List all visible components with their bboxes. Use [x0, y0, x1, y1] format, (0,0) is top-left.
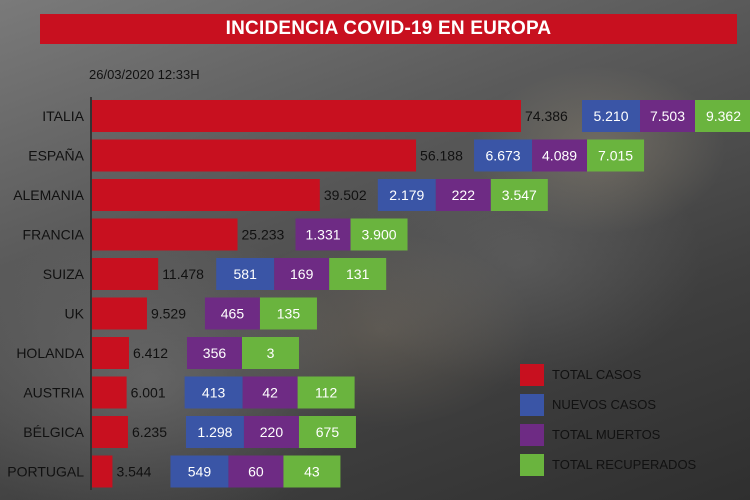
- legend-swatch-muertos: [520, 424, 544, 446]
- segment-muertos-austria: [242, 376, 298, 409]
- segment-recuperados-uk: [259, 297, 317, 330]
- value-total-italia: 74.386: [525, 108, 568, 124]
- segment-label-recuperados-austria: 112: [315, 385, 338, 401]
- segment-muertos-bélgica: [243, 416, 299, 448]
- value-total-uk: 9.529: [151, 306, 186, 322]
- segment-recuperados-austria: [297, 376, 355, 409]
- segment-label-muertos-suiza: 169: [290, 266, 314, 282]
- bar-total-portugal: [92, 455, 113, 488]
- segment-label-recuperados-españa: 7.015: [598, 148, 633, 164]
- category-label-españa: ESPAÑA: [28, 148, 84, 164]
- segment-label-recuperados-francia: 3.900: [362, 227, 397, 243]
- segment-label-recuperados-holanda: 3: [267, 345, 275, 361]
- segment-label-nuevos-alemania: 2.179: [389, 187, 424, 203]
- category-label-holanda: HOLANDA: [16, 345, 84, 361]
- timestamp: 26/03/2020 12:33H: [89, 67, 200, 82]
- segment-recuperados-portugal: [283, 455, 341, 488]
- category-label-alemania: ALEMANIA: [13, 187, 84, 203]
- category-label-italia: ITALIA: [42, 108, 84, 124]
- segment-label-muertos-holanda: 356: [203, 345, 227, 361]
- segment-muertos-uk: [204, 297, 260, 330]
- segment-label-muertos-alemania: 222: [452, 187, 476, 203]
- segment-nuevos-bélgica: [185, 416, 244, 448]
- segment-label-muertos-españa: 4.089: [542, 148, 577, 164]
- segment-label-recuperados-italia: 9.362: [706, 108, 741, 124]
- bar-total-alemania: [92, 179, 320, 211]
- bar-total-españa: [92, 139, 417, 172]
- segment-label-recuperados-portugal: 43: [304, 464, 320, 480]
- category-axis-line: [90, 97, 92, 490]
- segment-label-recuperados-uk: 135: [277, 306, 301, 322]
- value-total-españa: 56.188: [420, 148, 463, 164]
- value-total-austria: 6.001: [131, 385, 166, 401]
- segment-label-nuevos-portugal: 549: [188, 464, 212, 480]
- value-total-holanda: 6.412: [133, 345, 168, 361]
- bar-total-italia: [92, 100, 521, 132]
- legend-swatch-total: [520, 364, 544, 386]
- segment-nuevos-suiza: [216, 258, 275, 290]
- segment-recuperados-bélgica: [298, 416, 356, 448]
- segment-label-muertos-uk: 465: [221, 306, 245, 322]
- bar-total-austria: [92, 376, 127, 409]
- legend-swatch-nuevos: [520, 394, 544, 416]
- segment-muertos-italia: [640, 100, 695, 132]
- segment-label-nuevos-italia: 5.210: [593, 108, 628, 124]
- segment-muertos-alemania: [435, 179, 491, 211]
- value-total-bélgica: 6.235: [132, 424, 167, 440]
- segment-label-nuevos-españa: 6.673: [486, 148, 521, 164]
- segment-recuperados-españa: [587, 139, 645, 172]
- segment-nuevos-españa: [474, 139, 533, 172]
- segment-label-nuevos-bélgica: 1.298: [197, 424, 232, 440]
- value-total-francia: 25.233: [242, 227, 285, 243]
- segment-label-muertos-austria: 42: [262, 385, 278, 401]
- segment-label-nuevos-suiza: 581: [234, 266, 258, 282]
- segment-nuevos-alemania: [377, 179, 436, 211]
- segment-recuperados-suiza: [329, 258, 387, 290]
- segment-recuperados-alemania: [490, 179, 548, 211]
- segment-muertos-francia: [295, 218, 351, 251]
- bar-total-suiza: [92, 258, 159, 290]
- bar-total-uk: [92, 297, 147, 330]
- segment-muertos-españa: [532, 139, 588, 172]
- legend-label-nuevos: NUEVOS CASOS: [552, 397, 656, 412]
- segment-label-recuperados-suiza: 131: [346, 266, 370, 282]
- bar-total-bélgica: [92, 416, 128, 448]
- segment-muertos-holanda: [186, 337, 242, 369]
- value-total-alemania: 39.502: [324, 187, 367, 203]
- category-label-francia: FRANCIA: [23, 227, 85, 243]
- segment-label-muertos-francia: 1.331: [306, 227, 341, 243]
- category-label-austria: AUSTRIA: [23, 385, 84, 401]
- value-total-suiza: 11.478: [162, 266, 204, 282]
- category-label-bélgica: BÉLGICA: [23, 424, 84, 440]
- segment-label-muertos-italia: 7.503: [650, 108, 685, 124]
- segment-label-recuperados-alemania: 3.547: [502, 187, 537, 203]
- segment-recuperados-francia: [350, 218, 408, 251]
- category-label-suiza: SUIZA: [43, 266, 85, 282]
- chart-title: INCIDENCIA COVID-19 EN EUROPA: [40, 14, 737, 44]
- segment-label-muertos-portugal: 60: [248, 464, 264, 480]
- bar-total-holanda: [92, 337, 129, 369]
- segment-nuevos-italia: [582, 100, 640, 132]
- legend-swatch-recuperados: [520, 454, 544, 476]
- segment-label-recuperados-bélgica: 675: [316, 424, 340, 440]
- segment-muertos-suiza: [274, 258, 330, 290]
- category-label-portugal: PORTUGAL: [7, 464, 84, 480]
- segment-muertos-portugal: [228, 455, 284, 488]
- segment-label-muertos-bélgica: 220: [260, 424, 284, 440]
- bar-total-francia: [92, 218, 238, 251]
- segment-nuevos-portugal: [170, 455, 229, 488]
- legend-label-total: TOTAL CASOS: [552, 367, 642, 382]
- segment-nuevos-austria: [184, 376, 243, 409]
- segment-recuperados-italia: [695, 100, 750, 132]
- legend-label-muertos: TOTAL MUERTOS: [552, 427, 661, 442]
- value-total-portugal: 3.544: [116, 464, 151, 480]
- legend-label-recuperados: TOTAL RECUPERADOS: [552, 457, 697, 472]
- segment-recuperados-holanda: [241, 337, 299, 369]
- segment-label-nuevos-austria: 413: [202, 385, 226, 401]
- category-label-uk: UK: [65, 306, 85, 322]
